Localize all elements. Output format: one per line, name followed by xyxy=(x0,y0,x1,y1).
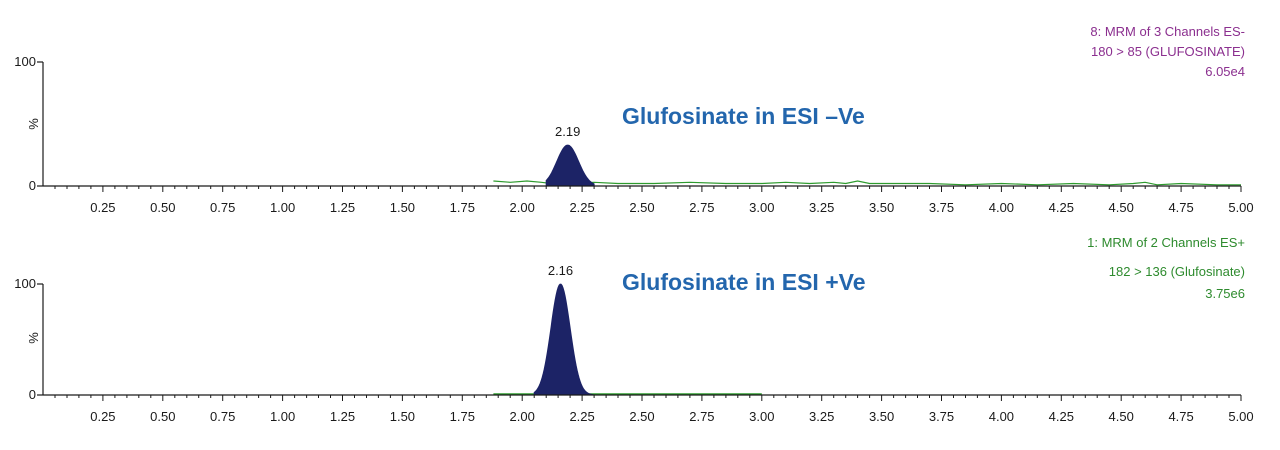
x-tick-label: 1.00 xyxy=(270,409,295,424)
channel-info-top: 8: MRM of 3 Channels ES- 180 > 85 (GLUFO… xyxy=(1090,24,1245,79)
x-tick-label: 1.25 xyxy=(330,409,355,424)
y-axis-bottom: 100 0 % xyxy=(14,276,44,402)
chart-top: 0.25 0.50 0.75 1.00 1.25 1.50 1.75 2.00 2.25 2.50… xyxy=(14,24,1253,215)
x-tick-label: 3.25 xyxy=(809,200,834,215)
y-tick-label-100-top: 100 xyxy=(14,54,36,69)
x-tick-label: 3.25 xyxy=(809,409,834,424)
peak-area xyxy=(533,283,595,396)
x-tick-label: 4.25 xyxy=(1049,200,1074,215)
x-tick-label: 5.00 xyxy=(1228,200,1253,215)
y-axis-label-top: % xyxy=(26,118,41,130)
channel-info-line: 1: MRM of 2 Channels ES+ xyxy=(1087,235,1245,250)
x-tick-label: 1.50 xyxy=(390,409,415,424)
channel-info-line: 3.75e6 xyxy=(1205,286,1245,301)
x-tick-label: 0.75 xyxy=(210,409,235,424)
x-tick-label: 1.75 xyxy=(450,200,475,215)
channel-info-line: 180 > 85 (GLUFOSINATE) xyxy=(1091,44,1245,59)
x-tick-label: 1.25 xyxy=(330,200,355,215)
y-axis-label-bottom: % xyxy=(26,332,41,344)
x-tick-label: 3.75 xyxy=(929,200,954,215)
x-tick-label: 1.75 xyxy=(450,409,475,424)
x-tick-label: 0.50 xyxy=(150,409,175,424)
y-axis-top: 100 0 % xyxy=(14,54,44,193)
x-tick-label: 5.00 xyxy=(1228,409,1253,424)
chart-bottom: 0.25 0.50 0.75 1.00 1.25 1.50 1.75 2.00 2.25 2.50… xyxy=(14,235,1253,424)
x-tick-label: 0.25 xyxy=(90,409,115,424)
x-tick-label: 1.50 xyxy=(390,200,415,215)
chart-title-bottom: Glufosinate in ESI +Ve xyxy=(622,269,866,295)
x-tick-label: 4.25 xyxy=(1049,409,1074,424)
x-tick-label: 0.50 xyxy=(150,200,175,215)
peak-label-top: 2.19 xyxy=(555,124,580,139)
channel-info-bottom: 1: MRM of 2 Channels ES+ 182 > 136 (Gluf… xyxy=(1087,235,1245,301)
x-tick-label: 4.75 xyxy=(1168,200,1193,215)
channel-info-line: 182 > 136 (Glufosinate) xyxy=(1109,264,1245,279)
x-tick-label: 2.25 xyxy=(569,200,594,215)
x-axis-bottom: 0.25 0.50 0.75 1.00 1.25 1.50 1.75 2.00 2.25 2.50… xyxy=(43,394,1254,424)
x-tick-label: 2.75 xyxy=(689,200,714,215)
channel-info-line: 6.05e4 xyxy=(1205,64,1245,79)
x-tick-label: 4.75 xyxy=(1168,409,1193,424)
x-tick-label: 4.50 xyxy=(1109,409,1134,424)
y-tick-label-100-bottom: 100 xyxy=(14,276,36,291)
x-tick-label: 3.00 xyxy=(749,200,774,215)
x-tick-label: 4.00 xyxy=(989,409,1014,424)
trace-top xyxy=(493,144,1241,187)
x-tick-label: 4.00 xyxy=(989,200,1014,215)
baseline-trace xyxy=(493,180,1241,186)
peak-area xyxy=(545,144,595,187)
trace-bottom xyxy=(493,283,762,396)
y-tick-label-0-top: 0 xyxy=(29,178,36,193)
chart-title-top: Glufosinate in ESI –Ve xyxy=(622,103,865,129)
x-tick-label: 2.25 xyxy=(569,409,594,424)
x-tick-label: 1.00 xyxy=(270,200,295,215)
x-tick-label: 2.50 xyxy=(629,409,654,424)
peak-label-bottom: 2.16 xyxy=(548,263,573,278)
y-tick-label-0-bottom: 0 xyxy=(29,387,36,402)
x-tick-label: 2.00 xyxy=(510,409,535,424)
x-tick-label: 3.50 xyxy=(869,200,894,215)
channel-info-line: 8: MRM of 3 Channels ES- xyxy=(1090,24,1245,39)
x-tick-label: 3.75 xyxy=(929,409,954,424)
x-tick-label: 3.50 xyxy=(869,409,894,424)
x-tick-label: 0.25 xyxy=(90,200,115,215)
x-tick-label: 4.50 xyxy=(1109,200,1134,215)
x-tick-label: 0.75 xyxy=(210,200,235,215)
x-tick-label: 2.75 xyxy=(689,409,714,424)
x-tick-label: 3.00 xyxy=(749,409,774,424)
x-axis-top: 0.25 0.50 0.75 1.00 1.25 1.50 1.75 2.00 2.25 2.50… xyxy=(43,185,1254,215)
x-tick-label: 2.00 xyxy=(510,200,535,215)
x-tick-label: 2.50 xyxy=(629,200,654,215)
